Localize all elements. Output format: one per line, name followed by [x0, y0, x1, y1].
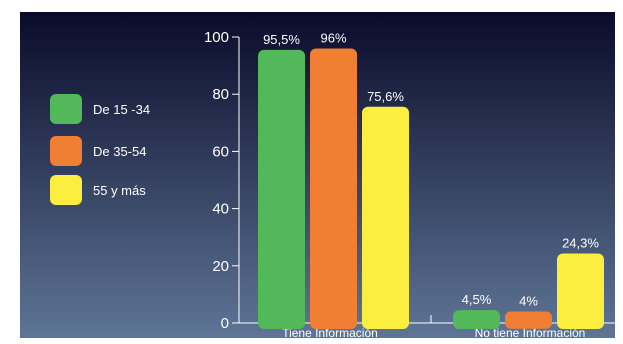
- y-tick-label: 100: [204, 29, 229, 46]
- y-tick-label: 0: [221, 315, 229, 332]
- y-tick-label: 20: [212, 258, 229, 275]
- bar-value-label: 24,3%: [562, 236, 599, 251]
- bar: [505, 311, 552, 329]
- legend-label: De 35-54: [93, 144, 146, 159]
- bar-value-label: 75,6%: [367, 89, 404, 104]
- legend-swatch: [50, 136, 82, 166]
- bar-value-label: 96%: [320, 30, 346, 45]
- bar-value-label: 95,5%: [263, 32, 300, 47]
- legend-label: 55 y más: [93, 183, 146, 198]
- bar: [310, 48, 357, 329]
- bars-group: 95,5% 96% 75,6% 4,5% 4% 24,3%: [258, 30, 604, 330]
- bar: [557, 253, 604, 329]
- y-tick-label: 40: [212, 201, 229, 218]
- bar: [362, 106, 409, 329]
- bar-value-label: 4,5%: [462, 292, 492, 307]
- legend: De 15 -34 De 35-54 55 y más: [50, 94, 150, 205]
- bar-value-label: 4%: [519, 294, 538, 309]
- legend-swatch: [50, 175, 82, 205]
- bar: [258, 49, 305, 330]
- x-category-label: No tiene Información: [475, 326, 586, 339]
- axes: 0 20 40 60 80 100 Tiene Información No tiene In…: [204, 29, 615, 340]
- y-tick-label: 60: [212, 143, 229, 160]
- legend-label: De 15 -34: [93, 102, 150, 117]
- y-tick-label: 80: [212, 86, 229, 103]
- legend-swatch: [50, 94, 82, 124]
- bar: [453, 310, 500, 329]
- x-category-label: Tiene Información: [282, 326, 378, 339]
